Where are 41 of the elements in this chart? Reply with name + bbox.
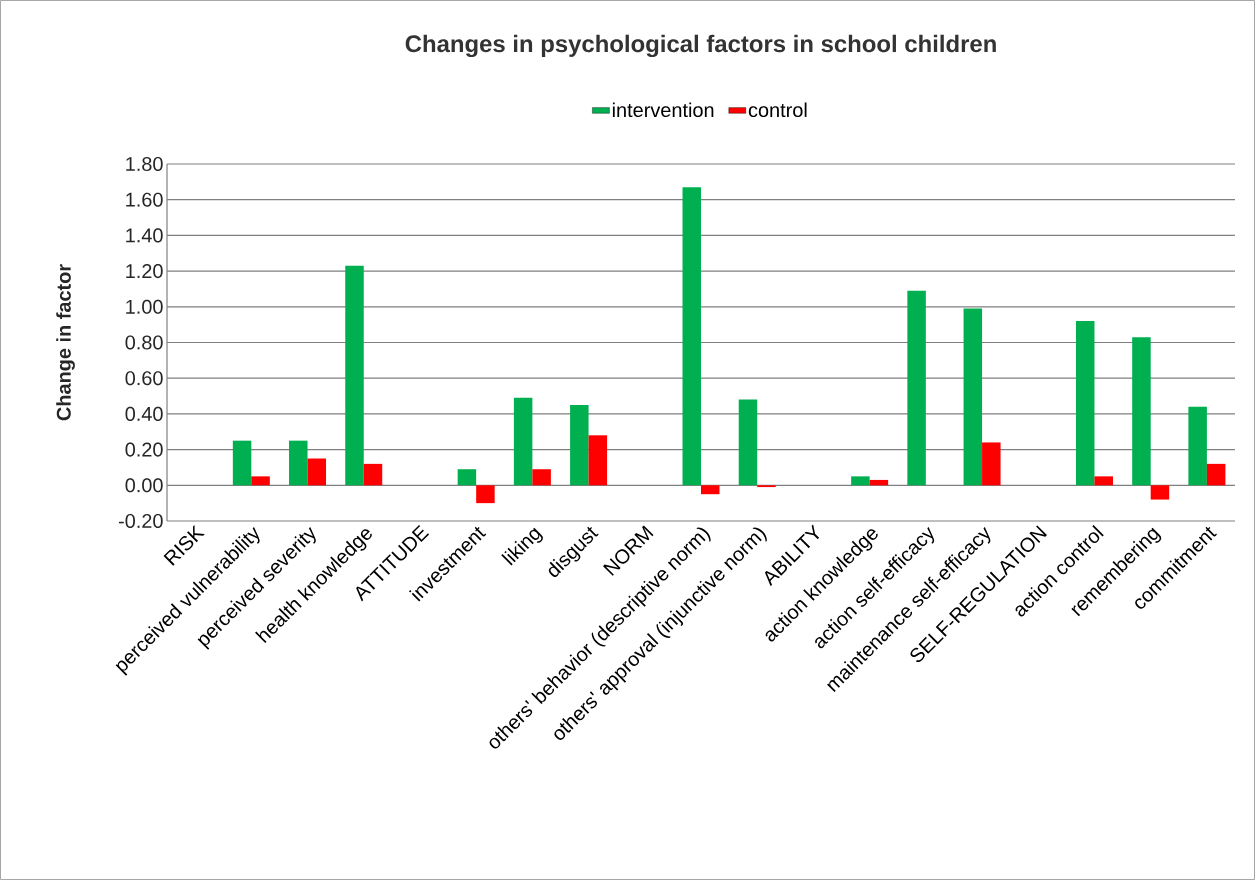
bar bbox=[907, 290, 926, 486]
bar bbox=[701, 485, 720, 495]
legend-label: control bbox=[748, 102, 807, 118]
bar bbox=[1094, 476, 1113, 486]
bar bbox=[588, 435, 608, 486]
bar bbox=[1188, 406, 1207, 486]
bar bbox=[289, 440, 308, 486]
bar bbox=[363, 463, 383, 486]
bar bbox=[869, 479, 889, 486]
bar bbox=[738, 399, 758, 486]
legend-label: intervention bbox=[612, 102, 714, 118]
y-tick-label: 1.80 bbox=[126, 156, 163, 172]
bar bbox=[682, 187, 702, 486]
bar bbox=[513, 397, 533, 486]
bar bbox=[1206, 463, 1226, 486]
bar bbox=[232, 440, 252, 486]
y-tick-label: 0.60 bbox=[125, 371, 163, 386]
y-tick-label: 1.20 bbox=[126, 264, 163, 279]
chart-title: Changes in psychological factors in school children bbox=[405, 34, 996, 58]
y-tick-label: 0.20 bbox=[125, 442, 163, 457]
bar bbox=[963, 308, 983, 486]
bar bbox=[1132, 337, 1151, 486]
y-tick-label: 1.40 bbox=[126, 228, 163, 243]
bar bbox=[982, 442, 1001, 486]
bar bbox=[1150, 485, 1170, 500]
bar bbox=[307, 458, 327, 486]
bar bbox=[457, 469, 477, 486]
bar bbox=[851, 476, 870, 486]
bar bbox=[532, 469, 551, 486]
y-tick-label: -0.20 bbox=[118, 513, 163, 529]
bar bbox=[476, 485, 495, 504]
y-tick-label: 0.80 bbox=[125, 335, 163, 350]
y-tick-label: 0.00 bbox=[125, 478, 163, 493]
y-axis-title: Change in factor bbox=[56, 264, 75, 421]
bar bbox=[1075, 321, 1095, 486]
y-tick-label: 1.00 bbox=[126, 299, 163, 314]
y-tick-label: 0.40 bbox=[125, 406, 163, 421]
bar bbox=[345, 265, 364, 486]
y-tick-label: 1.60 bbox=[126, 192, 163, 207]
bar bbox=[570, 404, 589, 486]
bar bbox=[251, 476, 270, 486]
